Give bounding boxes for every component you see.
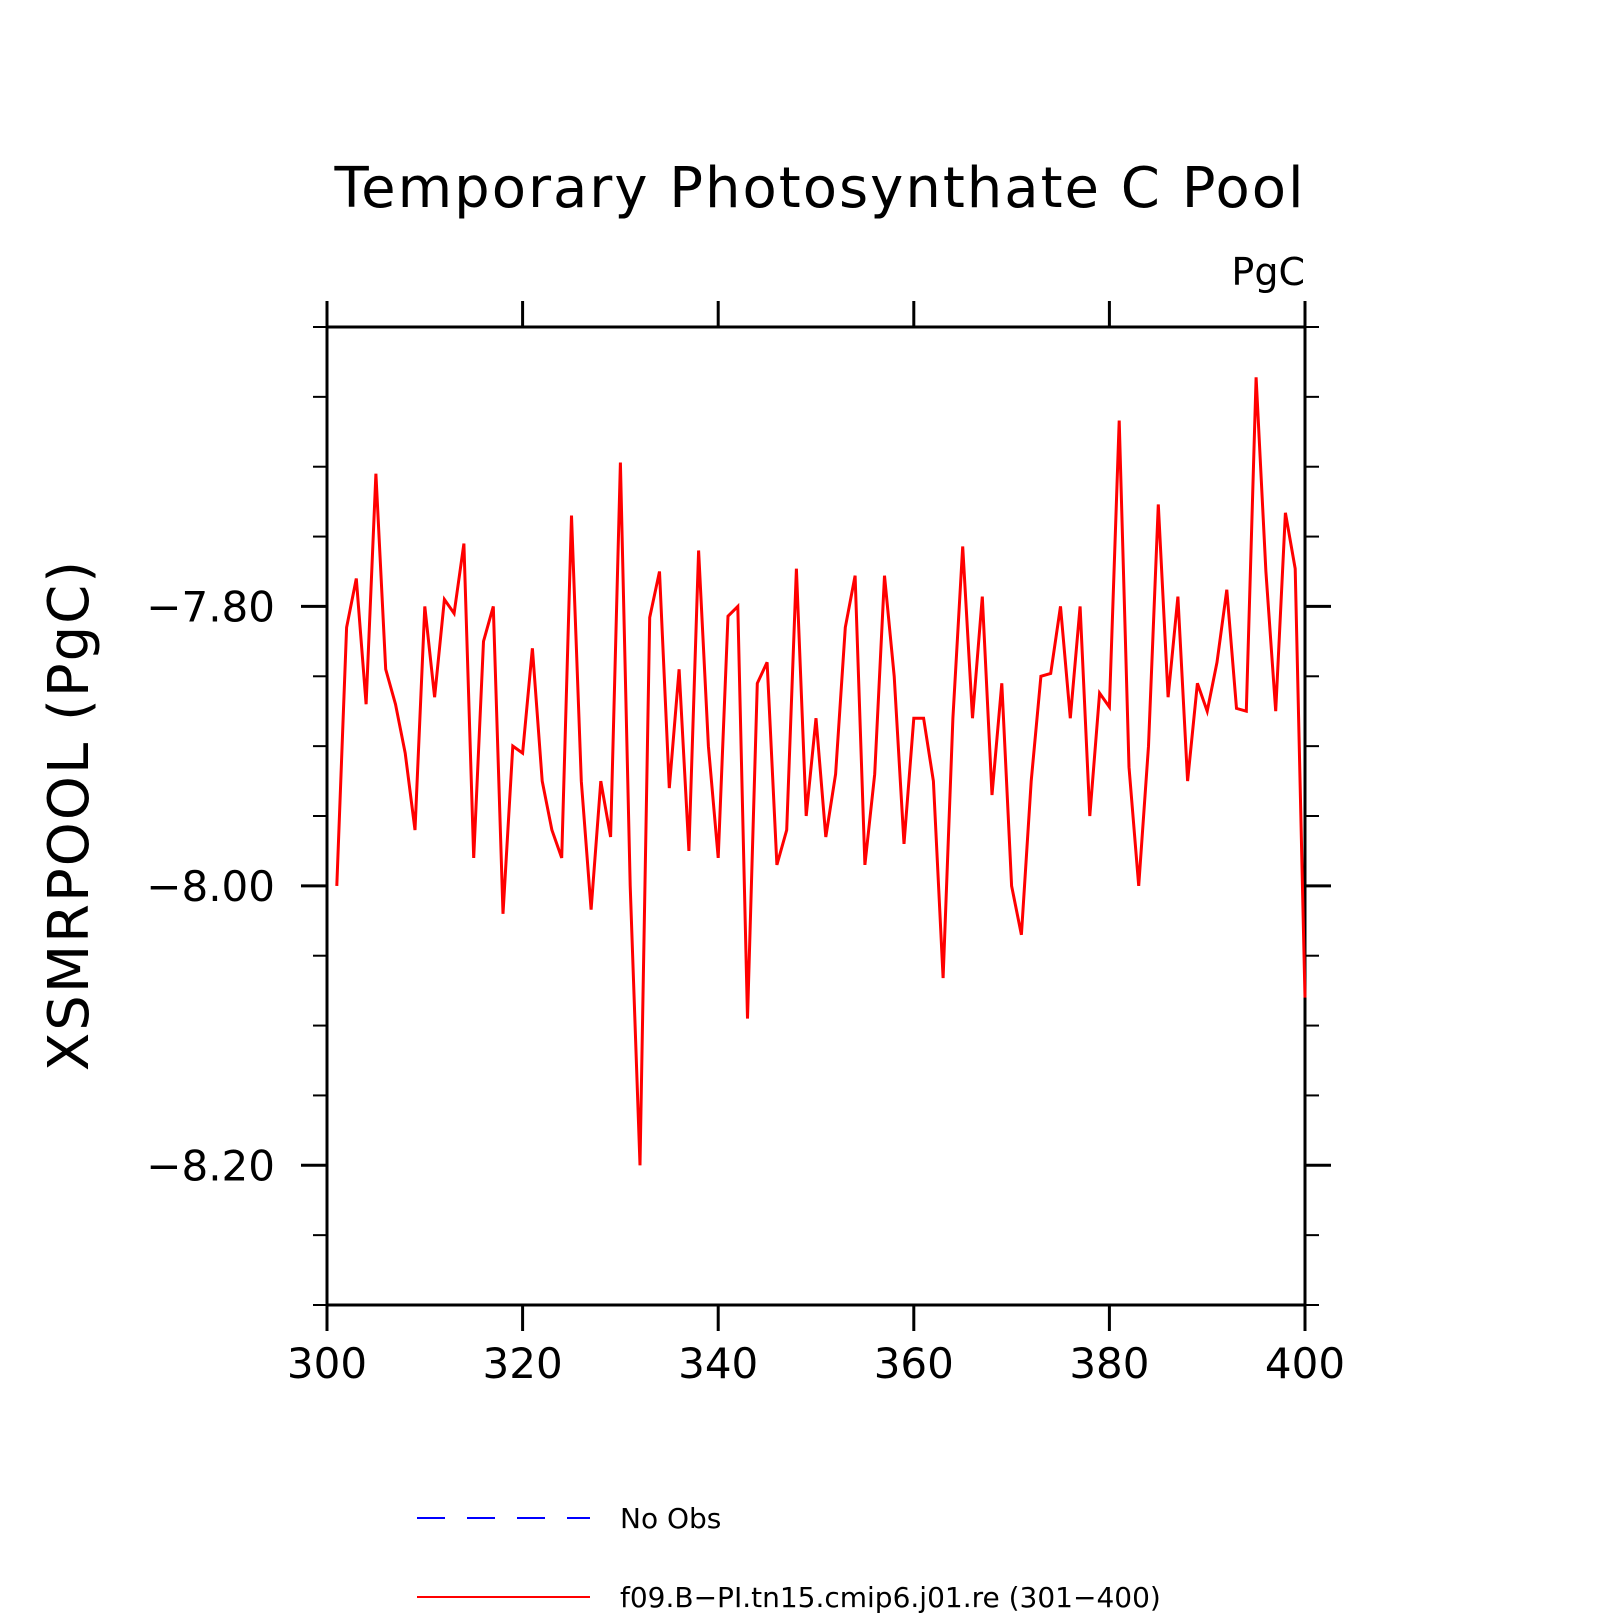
x-tick-label: 360 [874, 1339, 954, 1388]
x-tick-label: 400 [1265, 1339, 1345, 1388]
plot-axes: 300 320 340 360 380 400 −8.20 −8.00 −7.80 [146, 301, 1345, 1388]
units-label: PgC [1231, 250, 1305, 294]
y-axis-label: XSMRPOOL (PgC) [37, 559, 102, 1071]
y-tick-label: −8.00 [146, 862, 275, 911]
chart-title: Temporary Photosynthate C Pool [333, 156, 1305, 221]
series-line [335, 377, 1307, 1166]
x-tick-label: 320 [483, 1339, 563, 1388]
legend-label: No Obs [620, 1502, 721, 1535]
x-tick-label: 380 [1069, 1339, 1149, 1388]
legend: No Obs f09.B−PI.tn15.cmip6.j01.re (301−40… [417, 1502, 1161, 1614]
series-layer [335, 377, 1307, 1166]
y-tick-label: −7.80 [146, 582, 275, 631]
x-tick-label: 340 [678, 1339, 758, 1388]
x-tick-label: 300 [287, 1339, 367, 1388]
y-tick-label: −8.20 [146, 1141, 275, 1190]
legend-label: f09.B−PI.tn15.cmip6.j01.re (301−400) [620, 1581, 1161, 1614]
